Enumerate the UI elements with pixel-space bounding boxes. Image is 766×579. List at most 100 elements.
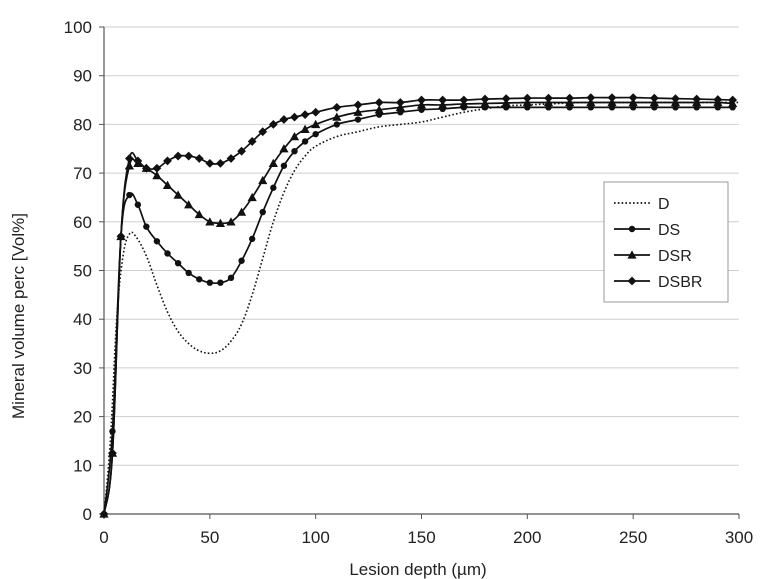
data-point-dsr — [258, 175, 268, 185]
data-point-dsr — [395, 102, 405, 112]
series-line-dsr — [103, 101, 733, 515]
data-point-dsr — [194, 209, 204, 219]
data-point-dsr — [332, 112, 342, 121]
x-tick-label: 250 — [619, 528, 647, 547]
data-point-dsbr — [586, 93, 596, 103]
y-tick-label: 50 — [73, 262, 92, 281]
data-point-ds — [126, 191, 133, 199]
data-point-dsbr — [194, 154, 204, 163]
data-point-dsr — [353, 107, 363, 116]
data-point-dsbr — [713, 95, 723, 104]
axes: 0 10 20 30 40 50 60 70 80 90 100 0 50 100 150 200 250 300 — [64, 18, 754, 547]
data-point-dsr — [205, 217, 215, 226]
data-point-dsbr — [417, 95, 426, 105]
data-point-dsbr — [108, 448, 117, 458]
data-point-dsbr — [649, 93, 659, 103]
data-point-dsbr — [152, 163, 162, 173]
y-tick-label: 0 — [83, 505, 92, 524]
y-tick-label: 90 — [73, 67, 92, 86]
data-point-dsbr — [163, 156, 172, 166]
data-point-dsbr — [173, 151, 183, 161]
data-point-dsbr — [607, 93, 617, 103]
data-point-dsbr — [226, 154, 236, 163]
data-point-dsr — [226, 217, 236, 226]
data-point-dsbr — [184, 151, 194, 161]
data-point-ds — [227, 274, 235, 282]
y-tick-label: 20 — [73, 408, 92, 427]
data-point-dsbr — [544, 93, 553, 103]
data-point-ds — [280, 162, 288, 169]
y-tick-label: 60 — [73, 213, 92, 232]
data-point-dsbr — [205, 158, 215, 168]
data-point-dsbr — [237, 146, 246, 156]
data-point-dsbr — [125, 154, 134, 163]
y-tick-label: 100 — [64, 18, 92, 37]
data-point-ds — [238, 257, 245, 264]
series-line-d — [103, 101, 739, 515]
legend-item-d: D — [614, 196, 670, 213]
data-point-dsr — [586, 97, 596, 107]
data-point-dsbr — [247, 137, 257, 146]
data-point-dsr — [438, 100, 448, 109]
legend-label-d: D — [658, 196, 670, 213]
legend-label-dsr: DSR — [658, 248, 692, 265]
data-point-dsr — [215, 218, 226, 227]
data-point-dsbr — [116, 232, 126, 241]
data-point-ds — [109, 428, 116, 435]
data-point-dsbr — [728, 95, 738, 105]
data-point-dsbr — [300, 110, 310, 120]
y-tick-label: 10 — [73, 456, 92, 475]
data-point-dsr — [374, 105, 384, 114]
data-point-ds — [291, 147, 298, 155]
data-point-dsbr — [353, 100, 363, 110]
data-point-ds — [196, 276, 203, 283]
data-point-ds — [217, 279, 224, 286]
data-point-dsbr — [374, 98, 384, 107]
data-point-dsr — [628, 97, 638, 107]
data-point-dsr — [152, 170, 162, 180]
data-point-dsbr — [311, 107, 321, 117]
series-dsbr — [99, 93, 738, 519]
x-axis-label: Lesion depth (µm) — [349, 560, 486, 579]
data-point-dsbr — [628, 93, 638, 103]
data-point-ds — [333, 121, 341, 128]
x-tick-label: 50 — [200, 528, 219, 547]
data-point-dsr — [184, 200, 194, 209]
data-point-dsr — [247, 192, 257, 202]
data-point-dsbr — [522, 93, 532, 103]
data-point-dsbr — [459, 95, 469, 105]
legend-label-dsbr: DSBR — [658, 274, 702, 291]
data-point-ds — [206, 279, 214, 286]
x-tick-label: 200 — [513, 528, 541, 547]
data-point-ds — [248, 235, 256, 243]
data-point-ds — [174, 259, 182, 267]
data-point-ds — [354, 116, 362, 123]
data-point-dsbr — [565, 93, 575, 103]
series-lines — [99, 93, 739, 519]
data-point-dsbr — [438, 95, 448, 105]
data-point-ds — [312, 130, 319, 138]
data-point-ds — [185, 269, 192, 277]
data-point-dsbr — [501, 94, 511, 103]
series-d — [103, 101, 739, 515]
data-point-dsbr — [216, 158, 225, 168]
data-point-dsbr — [290, 112, 299, 122]
data-point-dsr — [607, 97, 617, 107]
data-point-ds — [143, 223, 150, 230]
data-point-dsbr — [480, 94, 490, 104]
x-tick-label: 300 — [725, 528, 753, 547]
data-point-dsbr — [395, 98, 405, 107]
data-point-dsr — [289, 131, 300, 141]
data-point-dsr — [162, 180, 173, 189]
data-point-ds — [164, 250, 171, 257]
legend-item-ds: DS — [614, 222, 680, 239]
data-point-dsr — [173, 190, 183, 199]
data-point-dsr — [279, 144, 289, 153]
y-tick-label: 80 — [73, 115, 92, 134]
data-point-ds — [153, 238, 161, 245]
y-axis-label: Mineral volume perc [Vol%] — [9, 213, 28, 419]
data-point-dsbr — [133, 156, 143, 166]
data-point-dsr — [416, 100, 427, 109]
